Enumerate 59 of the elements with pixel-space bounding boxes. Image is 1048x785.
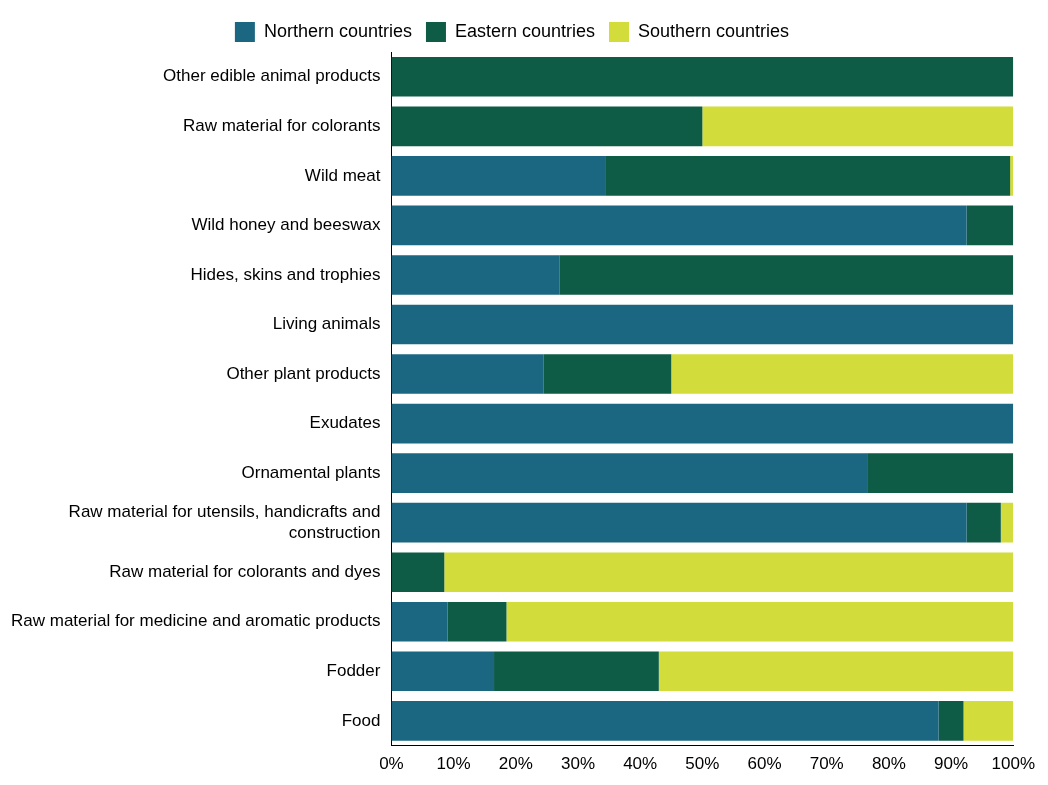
x-tick-label: 0% [379,754,404,774]
y-tick-label: Other plant products [226,363,381,383]
y-tick-label: Exudates [309,413,381,433]
x-tick-label: 40% [623,754,658,774]
bar [963,701,1014,741]
y-tick-label: Fodder [326,660,381,680]
x-tick-label: 10% [436,754,471,774]
legend-label: Northern countries [263,20,412,41]
bar [494,651,659,692]
bar [605,156,1011,196]
y-tick-label: Hides, skins and trophies [190,264,381,284]
bar [658,651,1014,692]
y-tick-label: Other edible animal products [163,66,381,86]
bar [447,601,507,642]
x-tick-label: 60% [747,754,782,774]
bar [391,255,560,295]
bar [867,453,1014,493]
bar [506,601,1014,642]
bar [671,354,1014,394]
x-tick-label: 100% [991,754,1035,774]
y-tick-label: Food [341,710,381,730]
bar [391,552,445,593]
bar [391,701,939,741]
legend-label: Southern countries [638,20,790,41]
x-tick-label: 80% [871,754,906,774]
y-tick-label: Raw material for utensils, handicrafts and construction [68,502,381,542]
x-tick-label: 30% [560,754,595,774]
bar [391,106,703,147]
bar [1000,502,1014,543]
x-tick-label: 20% [498,754,533,774]
bar [966,205,1014,246]
bar [391,354,544,394]
bar [391,453,868,493]
bar [391,403,1014,444]
bar [391,156,606,196]
y-tick-label: Wild honey and beeswax [191,215,381,235]
bar [543,354,672,394]
bar [391,601,448,642]
x-tick-label: 50% [685,754,720,774]
bar [966,502,1001,543]
bar [444,552,1014,593]
y-tick-label: Raw material for medicine and aromatic products [11,611,381,631]
bar [1010,156,1014,196]
bar [391,651,495,692]
x-tick-label: 90% [934,754,969,774]
bar [391,56,1014,97]
bar [559,255,1014,295]
y-tick-label: Raw material for colorants [182,116,381,135]
y-tick-label: Ornamental plants [241,462,381,482]
bar [391,304,1014,345]
x-tick-label: 70% [809,754,844,774]
legend-label: Eastern countries [454,20,596,41]
y-tick-label: Wild meat [304,165,381,185]
y-tick-label: Raw material for colorants and dyes [109,561,381,581]
bar [391,502,967,543]
bar [391,205,967,246]
bar [938,701,964,741]
bar [702,106,1014,147]
y-tick-label: Living animals [272,314,381,334]
